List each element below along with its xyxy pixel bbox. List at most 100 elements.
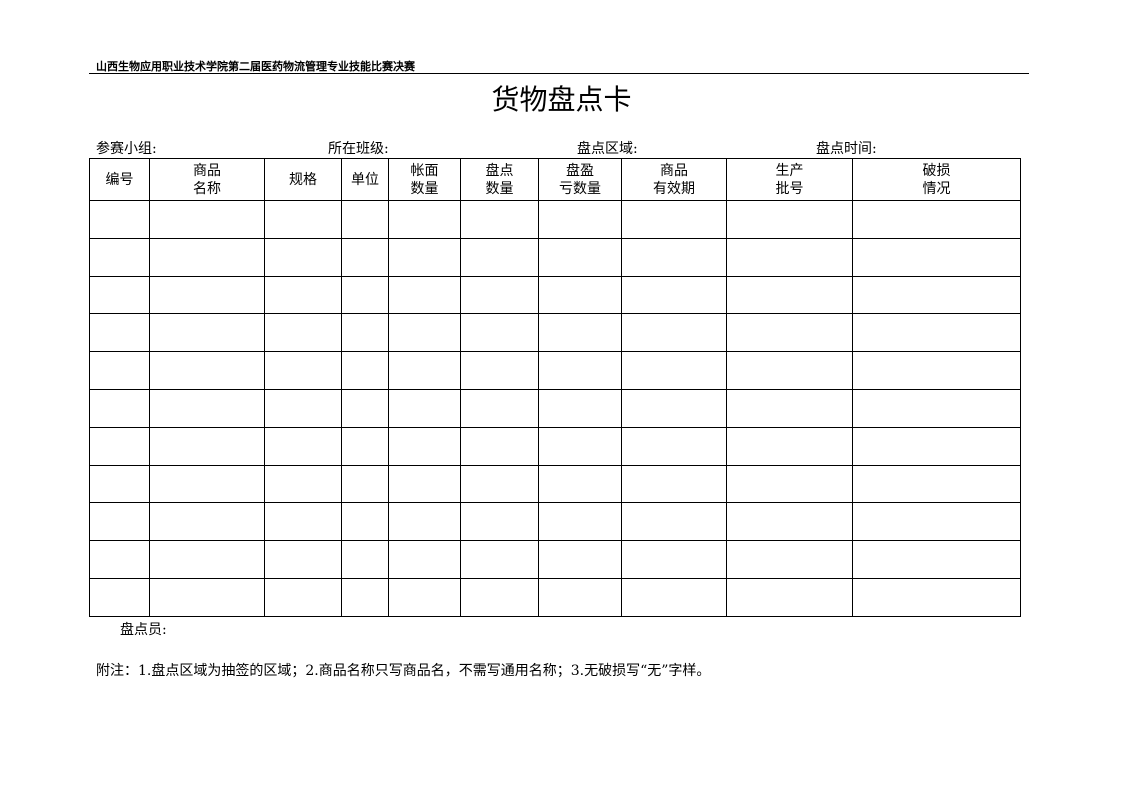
table-cell[interactable] [460, 502, 539, 542]
table-cell[interactable] [388, 351, 461, 390]
table-cell[interactable] [538, 313, 622, 353]
table-cell[interactable] [538, 577, 622, 617]
table-cell[interactable] [341, 275, 389, 315]
table-cell[interactable] [726, 275, 853, 315]
table-cell[interactable] [149, 464, 265, 504]
table-cell[interactable] [264, 237, 342, 277]
table-cell[interactable] [726, 502, 853, 542]
table-cell[interactable] [89, 313, 150, 353]
table-cell[interactable] [852, 237, 1021, 277]
table-cell[interactable] [341, 502, 389, 542]
table-cell[interactable] [621, 464, 727, 504]
table-cell[interactable] [149, 540, 265, 579]
table-cell[interactable] [852, 275, 1021, 315]
table-cell[interactable] [726, 313, 853, 353]
table-cell[interactable] [149, 275, 265, 315]
table-cell[interactable] [149, 426, 265, 466]
table-cell[interactable] [341, 426, 389, 466]
table-cell[interactable] [852, 388, 1021, 428]
table-cell[interactable] [726, 237, 853, 277]
table-cell[interactable] [264, 540, 342, 579]
table-cell[interactable] [852, 351, 1021, 390]
table-cell[interactable] [341, 200, 389, 239]
table-cell[interactable] [460, 237, 539, 277]
table-cell[interactable] [89, 426, 150, 466]
table-cell[interactable] [264, 577, 342, 617]
table-cell[interactable] [538, 237, 622, 277]
table-cell[interactable] [460, 464, 539, 504]
table-cell[interactable] [538, 502, 622, 542]
table-cell[interactable] [89, 577, 150, 617]
table-cell[interactable] [388, 275, 461, 315]
table-cell[interactable] [264, 351, 342, 390]
table-cell[interactable] [852, 540, 1021, 579]
table-cell[interactable] [89, 237, 150, 277]
table-cell[interactable] [388, 577, 461, 617]
table-cell[interactable] [89, 388, 150, 428]
table-cell[interactable] [388, 388, 461, 428]
table-cell[interactable] [852, 200, 1021, 239]
table-cell[interactable] [621, 388, 727, 428]
table-cell[interactable] [264, 502, 342, 542]
table-cell[interactable] [460, 426, 539, 466]
table-cell[interactable] [621, 540, 727, 579]
table-cell[interactable] [149, 200, 265, 239]
table-cell[interactable] [460, 388, 539, 428]
table-cell[interactable] [460, 313, 539, 353]
table-cell[interactable] [149, 577, 265, 617]
table-cell[interactable] [341, 351, 389, 390]
table-cell[interactable] [89, 200, 150, 239]
table-cell[interactable] [89, 464, 150, 504]
table-cell[interactable] [341, 313, 389, 353]
table-cell[interactable] [264, 426, 342, 466]
table-cell[interactable] [388, 464, 461, 504]
table-cell[interactable] [621, 313, 727, 353]
table-cell[interactable] [852, 502, 1021, 542]
table-cell[interactable] [460, 275, 539, 315]
table-cell[interactable] [726, 351, 853, 390]
table-cell[interactable] [341, 237, 389, 277]
table-cell[interactable] [264, 200, 342, 239]
table-cell[interactable] [264, 313, 342, 353]
table-cell[interactable] [264, 388, 342, 428]
table-cell[interactable] [726, 540, 853, 579]
table-cell[interactable] [341, 464, 389, 504]
table-cell[interactable] [149, 313, 265, 353]
table-cell[interactable] [388, 540, 461, 579]
table-cell[interactable] [341, 388, 389, 428]
table-cell[interactable] [89, 502, 150, 542]
table-cell[interactable] [388, 200, 461, 239]
table-cell[interactable] [621, 200, 727, 239]
table-cell[interactable] [460, 200, 539, 239]
table-cell[interactable] [89, 540, 150, 579]
table-cell[interactable] [341, 540, 389, 579]
table-cell[interactable] [264, 464, 342, 504]
table-cell[interactable] [621, 237, 727, 277]
table-cell[interactable] [852, 577, 1021, 617]
table-cell[interactable] [264, 275, 342, 315]
table-cell[interactable] [460, 540, 539, 579]
table-cell[interactable] [538, 351, 622, 390]
table-cell[interactable] [149, 388, 265, 428]
table-cell[interactable] [726, 464, 853, 504]
table-cell[interactable] [89, 275, 150, 315]
table-cell[interactable] [726, 426, 853, 466]
table-cell[interactable] [388, 426, 461, 466]
table-cell[interactable] [538, 464, 622, 504]
table-cell[interactable] [538, 426, 622, 466]
table-cell[interactable] [621, 275, 727, 315]
table-cell[interactable] [149, 502, 265, 542]
table-cell[interactable] [341, 577, 389, 617]
table-cell[interactable] [538, 388, 622, 428]
table-cell[interactable] [621, 351, 727, 390]
table-cell[interactable] [149, 237, 265, 277]
table-cell[interactable] [852, 426, 1021, 466]
table-cell[interactable] [621, 426, 727, 466]
table-cell[interactable] [726, 388, 853, 428]
table-cell[interactable] [852, 464, 1021, 504]
table-cell[interactable] [149, 351, 265, 390]
table-cell[interactable] [538, 275, 622, 315]
table-cell[interactable] [538, 200, 622, 239]
table-cell[interactable] [621, 502, 727, 542]
table-cell[interactable] [460, 351, 539, 390]
